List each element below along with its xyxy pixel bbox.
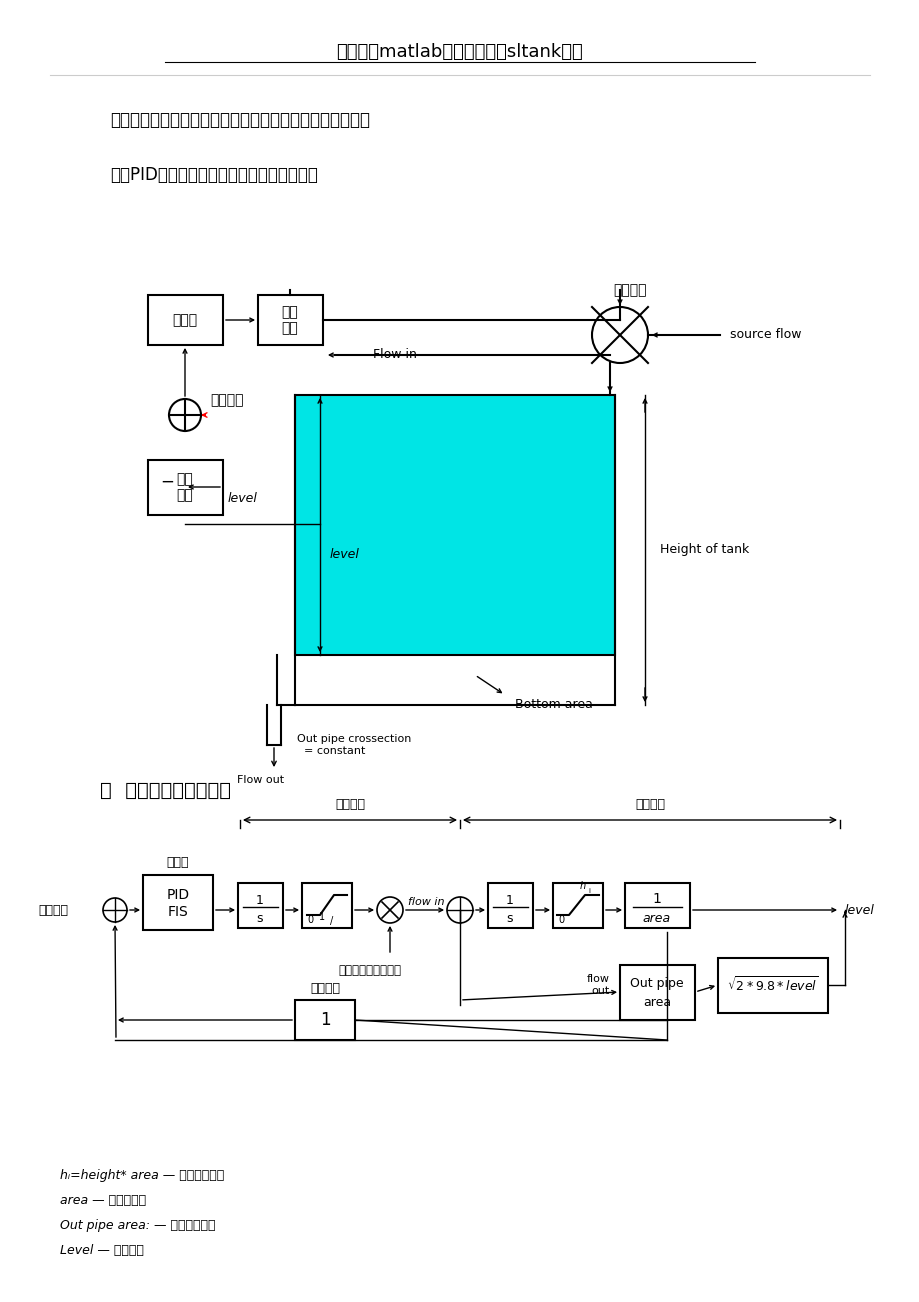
Text: 水源（最大进流量）: 水源（最大进流量） <box>338 963 401 976</box>
Text: source flow: source flow <box>729 328 800 341</box>
FancyBboxPatch shape <box>148 460 222 516</box>
Text: Flow out: Flow out <box>237 775 284 785</box>
Text: level: level <box>228 492 257 505</box>
FancyBboxPatch shape <box>301 883 352 928</box>
Text: level: level <box>844 904 874 917</box>
FancyBboxPatch shape <box>295 1000 355 1040</box>
Text: i: i <box>587 888 589 894</box>
FancyBboxPatch shape <box>238 883 283 928</box>
Text: Out pipe area: — 出水口截面积: Out pipe area: — 出水口截面积 <box>60 1219 215 1232</box>
Text: flow in: flow in <box>407 897 444 907</box>
Text: Out pipe crossection
  = constant: Out pipe crossection = constant <box>297 734 411 755</box>
Text: h: h <box>579 881 585 891</box>
Text: 执行
机构: 执行 机构 <box>281 305 298 335</box>
Text: 水位
检测: 水位 检测 <box>176 471 193 503</box>
Text: 控制器: 控制器 <box>166 857 189 870</box>
Text: PID: PID <box>166 888 189 902</box>
FancyBboxPatch shape <box>487 883 532 928</box>
FancyBboxPatch shape <box>552 883 602 928</box>
Text: FIS: FIS <box>167 905 188 919</box>
Text: Level — 水箱水位: Level — 水箱水位 <box>60 1243 143 1256</box>
Text: flow
out: flow out <box>586 974 609 996</box>
Text: 1: 1 <box>319 911 324 922</box>
Text: $\sqrt{2*9.8*level}$: $\sqrt{2*9.8*level}$ <box>726 975 818 995</box>
Text: area — 水箱截面积: area — 水箱截面积 <box>60 1194 146 1207</box>
Text: Height of tank: Height of tank <box>659 543 748 556</box>
Text: 0: 0 <box>558 915 563 924</box>
FancyBboxPatch shape <box>257 296 323 345</box>
Text: 水箱液位matlab模糊控制例程sltank详解: 水箱液位matlab模糊控制例程sltank详解 <box>336 43 583 61</box>
Text: 给定水位: 给定水位 <box>210 393 244 408</box>
FancyBboxPatch shape <box>717 958 827 1013</box>
Text: s: s <box>506 911 513 924</box>
Text: level: level <box>330 548 359 561</box>
Text: 常规PID控制器或模糊控制器）及执行机构。: 常规PID控制器或模糊控制器）及执行机构。 <box>110 165 318 184</box>
Text: 除控制对象外，控制系统应包含有水位检测装置，控制器（: 除控制对象外，控制系统应包含有水位检测装置，控制器（ <box>110 111 369 129</box>
Text: area: area <box>642 913 670 926</box>
Text: /: / <box>330 917 334 926</box>
Text: 控制对象: 控制对象 <box>634 798 664 811</box>
FancyBboxPatch shape <box>295 395 614 655</box>
Text: 1: 1 <box>255 893 264 906</box>
Text: 执行机构: 执行机构 <box>335 798 365 811</box>
Text: 0: 0 <box>307 915 312 924</box>
Text: 给定水位: 给定水位 <box>38 904 68 917</box>
Text: 控制器: 控制器 <box>172 312 198 327</box>
Text: 液压阀门: 液压阀门 <box>613 283 646 297</box>
Text: −: − <box>160 473 174 491</box>
Text: hᵢ=height* area — 水箱容积上限: hᵢ=height* area — 水箱容积上限 <box>60 1168 224 1181</box>
Text: Bottom area: Bottom area <box>515 698 592 711</box>
Text: 二  控制系统动态结构图: 二 控制系统动态结构图 <box>100 780 231 799</box>
Text: 1: 1 <box>505 893 514 906</box>
Text: s: s <box>256 911 263 924</box>
Text: Out pipe: Out pipe <box>630 978 683 991</box>
FancyBboxPatch shape <box>142 875 213 930</box>
Text: 水位检测: 水位检测 <box>310 982 340 995</box>
FancyBboxPatch shape <box>624 883 689 928</box>
FancyBboxPatch shape <box>619 965 694 1019</box>
Text: 1: 1 <box>319 1010 330 1029</box>
FancyBboxPatch shape <box>148 296 222 345</box>
Text: area: area <box>642 996 670 1009</box>
Text: 1: 1 <box>652 892 661 906</box>
Text: Flow in: Flow in <box>373 349 416 362</box>
